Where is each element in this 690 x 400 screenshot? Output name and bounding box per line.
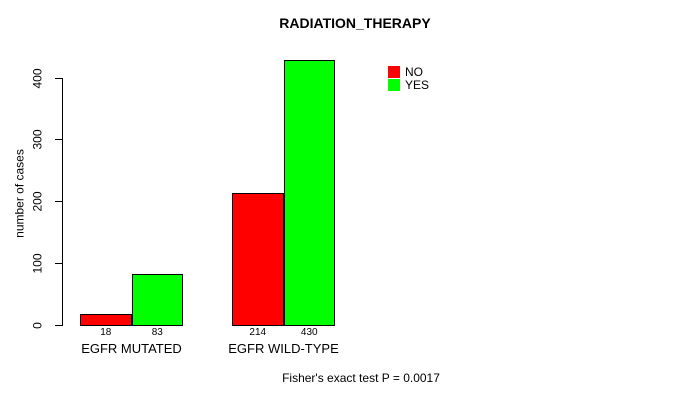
bar-value-label: 430 bbox=[300, 327, 318, 338]
bar-value-label: 214 bbox=[249, 327, 267, 338]
bar-yes bbox=[283, 59, 335, 326]
y-axis-line bbox=[62, 78, 63, 326]
y-tick-mark bbox=[55, 201, 62, 203]
legend-item: NO bbox=[388, 65, 429, 78]
y-tick-label: 400 bbox=[30, 68, 45, 89]
annotation-text: Fisher's exact test P = 0.0017 bbox=[282, 371, 440, 385]
legend-item: YES bbox=[388, 78, 430, 93]
y-tick-mark bbox=[55, 262, 62, 264]
bar-yes bbox=[131, 273, 183, 326]
bar-value-label: 18 bbox=[100, 327, 112, 338]
category-label: EGFR WILD-TYPE bbox=[228, 341, 339, 356]
y-tick-label: 300 bbox=[30, 129, 45, 150]
legend-label: NO bbox=[405, 64, 423, 79]
legend: NO YES bbox=[388, 65, 429, 92]
bar-no bbox=[232, 193, 284, 326]
y-tick-label: 0 bbox=[30, 321, 45, 329]
y-axis-label: number of cases bbox=[12, 149, 27, 238]
chart-title: RADIATION_THERAPY bbox=[279, 15, 431, 31]
y-tick-mark bbox=[55, 77, 62, 79]
legend-swatch bbox=[388, 65, 400, 78]
bar-value-label: 83 bbox=[151, 327, 163, 338]
legend-label: YES bbox=[405, 78, 430, 93]
y-tick-mark bbox=[55, 324, 62, 326]
y-tick-label: 200 bbox=[30, 191, 45, 212]
legend-swatch bbox=[388, 79, 400, 92]
bar-no bbox=[80, 313, 132, 326]
y-tick-label: 100 bbox=[30, 253, 45, 274]
category-label: EGFR MUTATED bbox=[81, 341, 182, 356]
y-tick-mark bbox=[55, 139, 62, 141]
